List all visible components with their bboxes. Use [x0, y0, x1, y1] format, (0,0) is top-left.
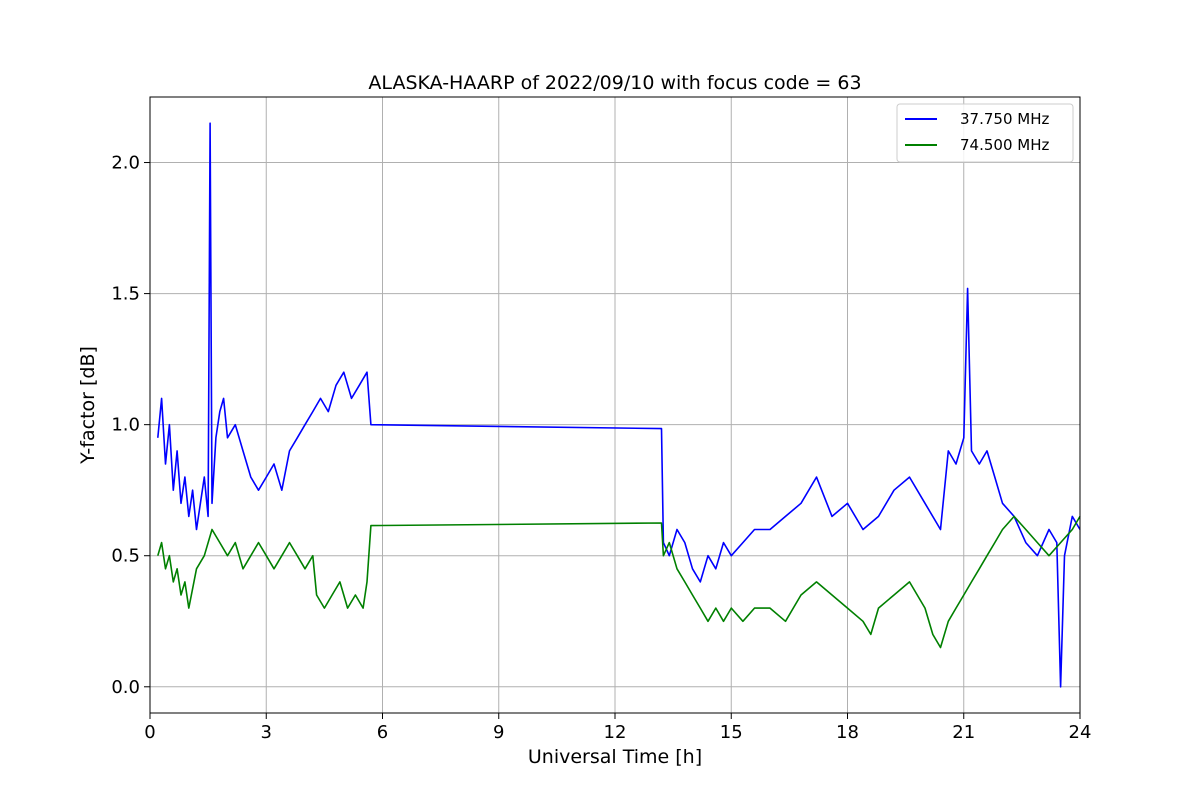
chart-title: ALASKA-HAARP of 2022/09/10 with focus co…: [368, 72, 861, 94]
y-axis-label: Y-factor [dB]: [77, 346, 99, 465]
legend-label: 74.500 MHz: [960, 136, 1049, 154]
series-line-2: [157, 515, 1081, 649]
y-tick-label: 1.5: [111, 284, 140, 305]
legend-box: [896, 103, 1074, 163]
x-tick-label: 21: [952, 722, 975, 743]
y-axis: 0.0 0.5 1.0 1.5 2.0: [111, 153, 150, 698]
y-tick-label: 0.5: [111, 546, 140, 567]
x-tick-label: 9: [493, 722, 504, 743]
x-tick-label: 12: [604, 722, 627, 743]
legend: 37.750 MHz 74.500 MHz: [896, 103, 1074, 163]
x-tick-label: 24: [1069, 722, 1092, 743]
x-tick-label: 18: [836, 722, 859, 743]
x-tick-label: 3: [261, 722, 272, 743]
y-tick-label: 0.0: [111, 677, 140, 698]
x-tick-label: 15: [720, 722, 743, 743]
x-axis: 0 3 6 9 12 15 18 21 24: [144, 713, 1091, 743]
y-tick-label: 1.0: [111, 415, 140, 436]
y-tick-label: 2.0: [111, 153, 140, 174]
x-tick-label: 6: [377, 722, 388, 743]
legend-label: 37.750 MHz: [960, 110, 1049, 128]
x-axis-label: Universal Time [h]: [528, 746, 702, 768]
plot-area: [157, 122, 1081, 688]
x-tick-label: 0: [144, 722, 155, 743]
